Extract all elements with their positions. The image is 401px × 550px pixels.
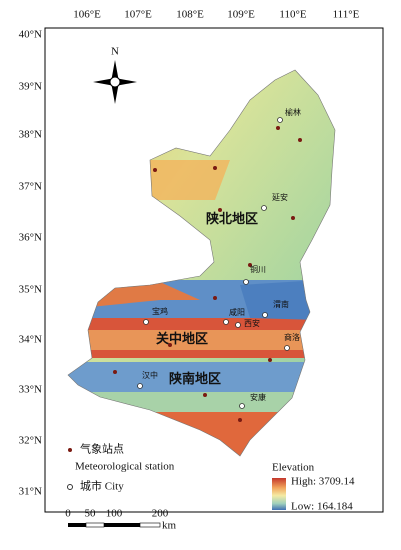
- city-label: 商洛: [284, 332, 300, 342]
- longitude-label: 109°E: [227, 9, 255, 21]
- stations: [113, 126, 302, 422]
- longitude-labels: 106°E 107°E 108°E 109°E 110°E 111°E: [73, 9, 359, 21]
- city-label: 延安: [272, 192, 288, 202]
- city-label: 咸阳: [229, 307, 245, 317]
- city-label: 渭南: [273, 299, 289, 309]
- elevation-raster: [68, 70, 335, 456]
- latitude-label: 32°N: [19, 435, 42, 447]
- latitude-label: 33°N: [19, 384, 42, 396]
- city-label: 西安: [244, 318, 260, 328]
- latitude-label: 34°N: [19, 334, 42, 346]
- longitude-label: 107°E: [124, 9, 152, 21]
- legend-title: Elevation: [272, 462, 315, 474]
- region-label: 陕北地区: [206, 211, 258, 226]
- longitude-label: 106°E: [73, 9, 101, 21]
- scale-label: 50: [85, 508, 97, 520]
- region-label: 关中地区: [156, 331, 208, 346]
- latitude-labels: 40°N 39°N 38°N 37°N 36°N 35°N 34°N 33°N …: [19, 29, 42, 498]
- scale-label: 200: [152, 508, 169, 520]
- north-label: N: [111, 46, 119, 58]
- latitude-label: 37°N: [19, 181, 42, 193]
- legend-label: Low: 164.184: [291, 501, 353, 513]
- legend: 气象站点 Meteorological station 城市 City Elev…: [67, 442, 355, 513]
- scale-label: 0: [65, 508, 71, 520]
- city-label: 汉中: [142, 370, 158, 380]
- region-label: 陕南地区: [169, 371, 221, 386]
- city-label: 宝鸡: [152, 306, 168, 316]
- city-label: 安康: [250, 392, 266, 402]
- city-label: 榆林: [285, 107, 301, 117]
- latitude-label: 38°N: [19, 129, 42, 141]
- latitude-label: 39°N: [19, 81, 42, 93]
- legend-label: High: 3709.14: [291, 476, 355, 488]
- scale-bar: 0 50 100 200 km: [65, 508, 176, 532]
- longitude-label: 110°E: [279, 9, 306, 21]
- province-boundary: [67, 69, 336, 457]
- latitude-label: 35°N: [19, 284, 42, 296]
- map-frame: [44, 27, 384, 513]
- scale-unit: km: [162, 520, 177, 532]
- longitude-label: 108°E: [176, 9, 204, 21]
- north-arrow: N: [93, 46, 137, 104]
- latitude-label: 36°N: [19, 232, 42, 244]
- longitude-label: 111°E: [333, 9, 360, 21]
- city-label: 铜川: [250, 264, 266, 274]
- legend-label: 气象站点: [80, 442, 124, 456]
- scale-label: 100: [106, 508, 123, 520]
- cities: [137, 117, 290, 409]
- latitude-label: 31°N: [19, 486, 42, 498]
- legend-label: 城市 City: [80, 479, 124, 493]
- legend-label: Meteorological station: [75, 461, 175, 473]
- latitude-label: 40°N: [19, 29, 42, 41]
